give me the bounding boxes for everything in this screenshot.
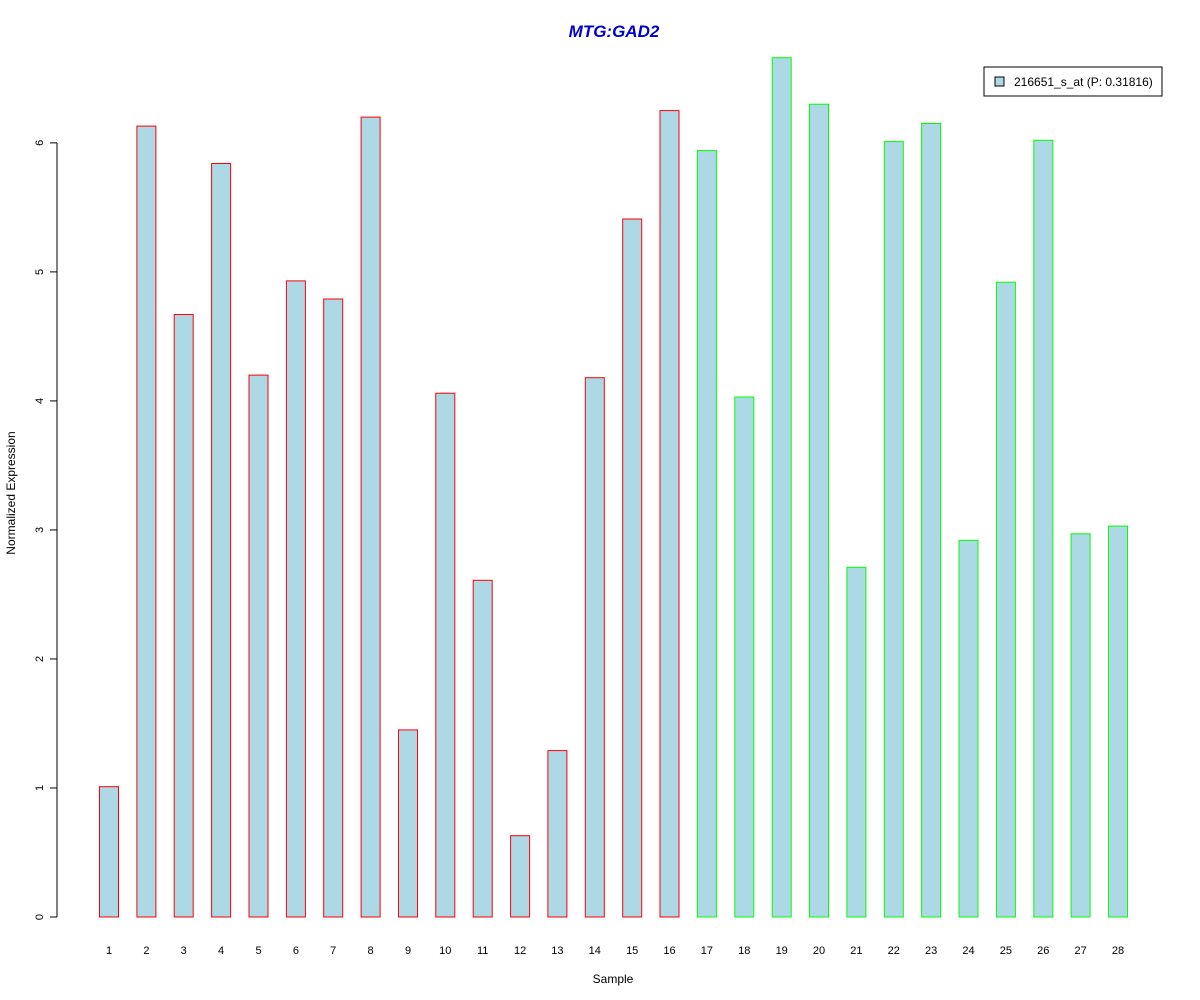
x-tick-label: 10	[439, 945, 451, 957]
bar-sample-8	[360, 116, 381, 918]
bar-sample-1	[99, 786, 119, 918]
x-tick-label: 26	[1037, 945, 1049, 957]
bar-sample-16	[659, 110, 680, 918]
x-tick-label: 9	[405, 945, 411, 957]
x-tick-label: 23	[925, 945, 937, 957]
chart-title: MTG:GAD2	[569, 22, 660, 41]
x-tick-label: 20	[813, 945, 825, 957]
bar-sample-25	[995, 281, 1016, 918]
x-tick-label: 28	[1112, 945, 1124, 957]
x-tick-label: 15	[626, 945, 638, 957]
y-tick-label: 0	[34, 914, 46, 920]
bar-sample-12	[510, 835, 531, 918]
y-tick-label: 4	[34, 398, 46, 404]
bar-sample-27	[1070, 533, 1091, 918]
bar-sample-9	[398, 729, 418, 918]
x-tick-label: 7	[330, 945, 336, 957]
x-tick-label: 18	[738, 945, 750, 957]
x-tick-label: 17	[701, 945, 713, 957]
x-tick-label: 14	[589, 945, 601, 957]
x-tick-label: 6	[293, 945, 299, 957]
x-tick-labels: 1 2 3 4 5 6 7 8 9 10 11 12 13 14 15 16 17 18 19 20 21 22 23 24 2…	[106, 945, 1124, 957]
x-tick-label: 22	[888, 945, 900, 957]
bar-sample-11	[472, 579, 493, 918]
bar-sample-24	[958, 539, 979, 918]
bar-sample-22	[883, 141, 904, 918]
x-tick-label: 21	[850, 945, 862, 957]
bar-sample-14	[584, 377, 605, 918]
bar-sample-28	[1108, 525, 1128, 918]
x-tick-label: 8	[368, 945, 374, 957]
x-axis-label: Sample	[593, 972, 634, 986]
legend-swatch	[994, 76, 1005, 87]
x-tick-label: 27	[1074, 945, 1086, 957]
bar-sample-15	[622, 218, 643, 918]
x-tick-label: 13	[551, 945, 563, 957]
bar-sample-18	[734, 396, 755, 918]
bar-sample-2	[136, 125, 157, 918]
x-tick-label: 3	[181, 945, 187, 957]
legend: 216651_s_at (P: 0.31816)	[983, 66, 1163, 97]
bar-sample-6	[285, 280, 306, 918]
x-tick-label: 4	[218, 945, 224, 957]
x-tick-label: 1	[106, 945, 112, 957]
bars	[99, 57, 1128, 918]
x-tick-label: 2	[143, 945, 149, 957]
x-tick-label: 24	[962, 945, 974, 957]
legend-label: 216651_s_at (P: 0.31816)	[1014, 75, 1153, 89]
bar-sample-23	[921, 123, 942, 918]
x-tick-label: 11	[477, 945, 488, 957]
y-tick-label: 3	[34, 527, 46, 533]
y-tick-label: 1	[34, 785, 46, 791]
y-axis-label: Normalized Expression	[4, 431, 18, 554]
y-tick-label: 5	[34, 269, 46, 275]
legend-box	[983, 66, 1163, 97]
bar-sample-21	[846, 566, 867, 918]
bar-sample-26	[1033, 139, 1054, 918]
bar-sample-10	[435, 392, 456, 918]
y-axis: 0 1 2 3 4 5 6	[34, 140, 58, 920]
bar-sample-7	[323, 298, 344, 918]
bar-sample-5	[248, 374, 269, 918]
bar-sample-13	[547, 750, 568, 918]
x-tick-label: 25	[1000, 945, 1012, 957]
x-tick-label: 12	[514, 945, 526, 957]
bar-sample-3	[173, 314, 194, 918]
y-tick-label: 2	[34, 656, 46, 662]
bar-sample-4	[211, 163, 232, 918]
x-tick-label: 5	[255, 945, 261, 957]
x-tick-label: 19	[776, 945, 788, 957]
bar-sample-20	[809, 103, 829, 918]
bar-sample-19	[771, 57, 792, 918]
bar-sample-17	[696, 150, 717, 918]
y-tick-label: 6	[34, 140, 46, 146]
x-tick-label: 16	[663, 945, 675, 957]
